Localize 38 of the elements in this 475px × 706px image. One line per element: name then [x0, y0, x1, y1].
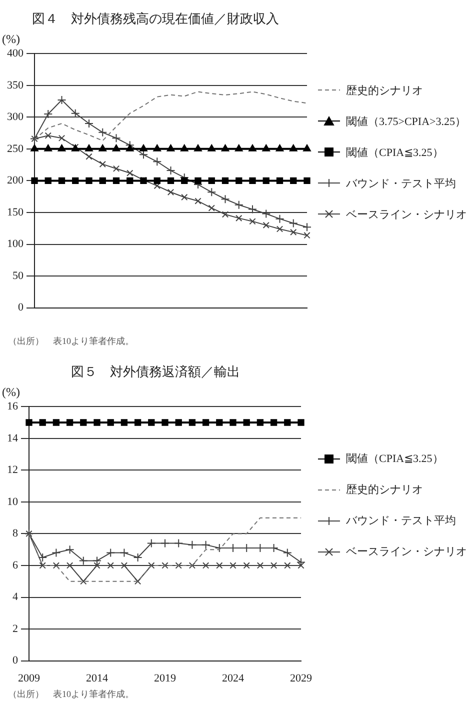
legend-label: 閾値（CPIA≦3.25）: [346, 146, 444, 160]
text: （出所） 表10より筆者作成。: [8, 688, 134, 699]
legend-label: 閾値（3.75>CPIA>3.25）: [346, 114, 466, 129]
x-tick-label: 2024: [222, 672, 244, 684]
y-tick-label: 4: [12, 591, 18, 604]
y-axis-title: (%): [2, 32, 20, 46]
y-tick-label: 350: [7, 79, 24, 92]
y-tick-label: 150: [7, 206, 24, 218]
legend-label: 歴史的シナリオ: [346, 84, 423, 98]
chart-title: 図４ 対外債務残高の現在価値／財政収入: [32, 11, 279, 26]
legend-label: ベースライン・シナリオ: [346, 208, 467, 222]
y-tick-label: 12: [7, 464, 18, 476]
legend-label: バウンド・テスト平均: [346, 514, 456, 528]
y-tick-label: 200: [7, 174, 24, 187]
y-tick-label: 14: [7, 432, 18, 444]
y-tick-label: 0: [12, 654, 18, 667]
y-tick-label: 0: [18, 302, 24, 314]
y-tick-label: 6: [12, 559, 18, 572]
y-axis-title: (%): [2, 384, 20, 399]
legend-label: バウンド・テスト平均: [346, 176, 456, 191]
y-tick-label: 16: [7, 400, 18, 412]
y-tick-label: 400: [7, 47, 24, 60]
x-tick-label: 2014: [86, 672, 108, 684]
y-tick-label: 250: [7, 142, 24, 155]
y-tick-label: 100: [7, 238, 24, 250]
x-tick-label: 2029: [290, 672, 312, 684]
y-tick-label: 8: [12, 528, 18, 540]
y-tick-label: 50: [12, 270, 24, 282]
y-tick-label: 300: [7, 111, 24, 124]
legend-label: 歴史的シナリオ: [346, 483, 423, 498]
chart-title: 図５ 対外債務返済額／輸出: [71, 364, 240, 380]
legend-label: ベースライン・シナリオ: [346, 545, 467, 560]
y-tick-label: 2: [12, 622, 18, 635]
legend-label: 閾値（CPIA≦3.25）: [346, 452, 444, 466]
y-tick-label: 10: [7, 496, 18, 508]
x-tick-label: 2019: [154, 672, 176, 684]
x-tick-label: 2009: [18, 672, 40, 684]
text: （出所） 表10より筆者作成。: [8, 336, 134, 346]
